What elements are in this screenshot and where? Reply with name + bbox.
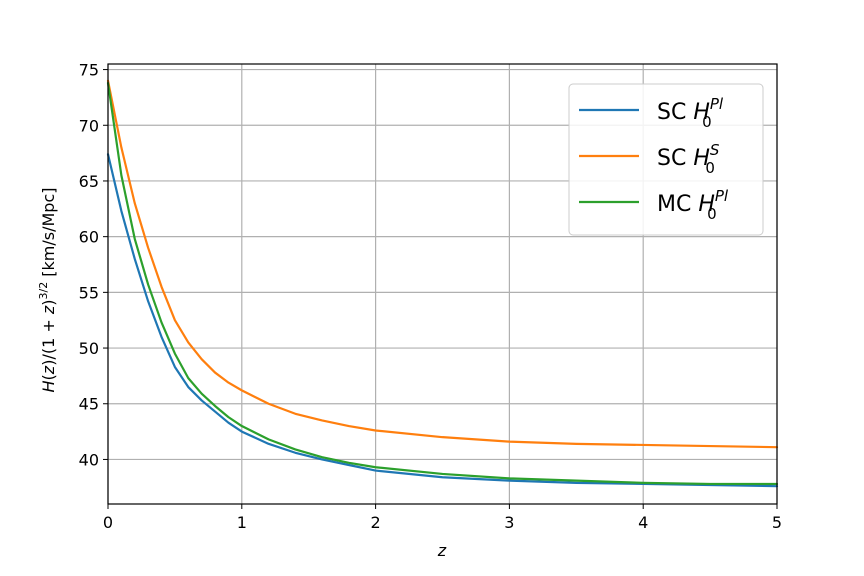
legend: SC HPl 0 SC HS 0 MC HPl 0 (568, 83, 764, 236)
x-tick-label-4: 4 (638, 513, 648, 532)
y-tick-label-0: 40 (79, 450, 99, 469)
y-tick-label-4: 60 (79, 228, 99, 247)
legend-box (568, 83, 764, 236)
y-tick-label-3: 55 (79, 283, 99, 302)
x-tick-label-2: 2 (371, 513, 381, 532)
x-axis-label: z (437, 541, 447, 560)
y-axis: 40 45 50 55 60 65 70 75 (79, 61, 108, 469)
x-tick-label-0: 0 (103, 513, 113, 532)
y-axis-label: H(z)/(1 + z)3/2 [km/s/Mpc] (37, 188, 58, 393)
x-tick-label-3: 3 (504, 513, 514, 532)
x-tick-label-5: 5 (772, 513, 782, 532)
legend-label-0: SC HPl 0 (657, 95, 724, 131)
series-line-0 (106, 153, 779, 488)
y-tick-label-2: 50 (79, 339, 99, 358)
y-tick-label-6: 70 (79, 116, 99, 135)
y-tick-label-7: 75 (79, 61, 99, 80)
series-line-2 (106, 81, 779, 486)
series-line-1 (106, 79, 779, 449)
x-axis: 0 1 2 3 4 5 (103, 504, 782, 532)
x-tick-label-1: 1 (237, 513, 247, 532)
legend-label-2: MC HPl 0 (657, 187, 729, 223)
series-lines (106, 79, 779, 488)
y-tick-label-1: 45 (79, 395, 99, 414)
y-tick-label-5: 65 (79, 172, 99, 191)
legend-label-1: SC HS 0 (657, 141, 720, 177)
plot-frame (107, 63, 778, 505)
